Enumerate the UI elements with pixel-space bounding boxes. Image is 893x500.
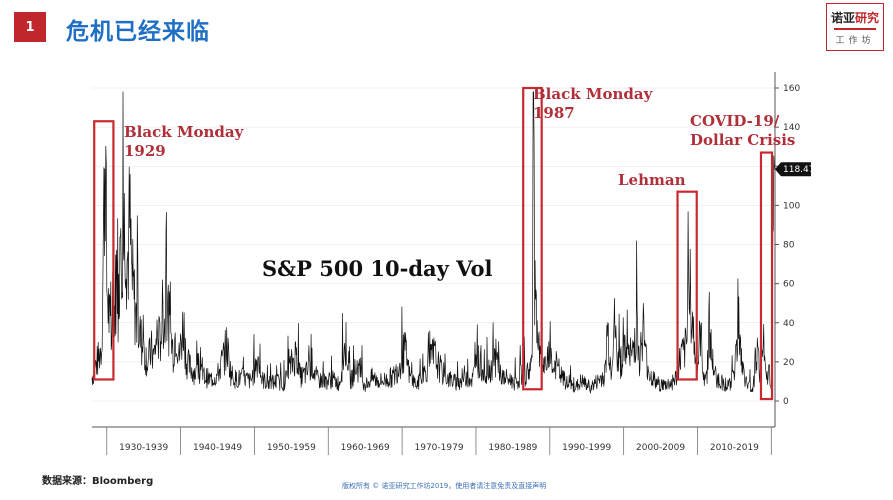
copyright-notice: 版权所有 © 诺亚研究工作坊2019，使用者请注意免责及直接声明	[342, 482, 547, 490]
y-tick-label-20: 20	[783, 358, 795, 368]
y-tick-label-60: 60	[783, 280, 795, 290]
section-number-badge: 1	[14, 12, 46, 42]
annotation-box-0	[93, 120, 115, 381]
annotation-label-0-1: 1929	[124, 142, 166, 160]
y-tick-label-0: 0	[783, 397, 789, 407]
series-group	[91, 91, 775, 394]
x-tick-label-1950-1959: 1950-1959	[267, 443, 316, 453]
last-value-marker: 118.47	[775, 162, 815, 177]
x-axis-ticks: 1930-1939 1940-1949 1950-1959 1960-1969 1970…	[106, 427, 772, 455]
data-source: 数据来源：Bloomberg	[42, 476, 154, 487]
x-tick-label-2010-2019: 2010-2019	[710, 443, 759, 453]
y-tick-label-140: 140	[783, 123, 800, 133]
logo-name-black: 诺亚	[830, 11, 855, 25]
x-tick-label-1940-1949: 1940-1949	[193, 443, 242, 453]
x-tick-label-2000-2009: 2000-2009	[636, 443, 685, 453]
logo-name-red: 研究	[855, 11, 880, 25]
annotation-boxes	[93, 86, 774, 401]
x-tick-label-1980-1989: 1980-1989	[488, 443, 537, 453]
page-title: 危机已经来临	[66, 19, 210, 45]
grid-lines	[92, 87, 775, 402]
annotation-box-1	[522, 86, 543, 391]
y-tick-label-100: 100	[783, 201, 800, 211]
logo-divider	[834, 28, 876, 30]
x-tick-label-1990-1999: 1990-1999	[562, 443, 611, 453]
annotation-label-3-1: Dollar Crisis	[690, 131, 795, 149]
chart-title: S&P 500 10-day Vol	[262, 256, 492, 281]
y-tick-label-160: 160	[783, 84, 800, 94]
annotation-label-1-0: Black Monday	[533, 85, 654, 103]
annotation-label-1-1: 1987	[533, 104, 575, 122]
y-tick-label-80: 80	[783, 241, 795, 251]
series-line-sp500-vol	[91, 91, 775, 394]
last-value-label: 118.47	[783, 165, 815, 175]
x-tick-label-1930-1939: 1930-1939	[119, 443, 168, 453]
brand-logo: 诺亚研究 工作坊	[826, 3, 884, 51]
annotation-box-2	[676, 190, 698, 381]
annotation-box-3	[759, 151, 774, 401]
plot-area	[92, 72, 775, 427]
section-number: 1	[25, 19, 35, 35]
annotation-label-0-0: Black Monday	[124, 123, 245, 141]
annotation-label-2-0: Lehman	[618, 171, 686, 189]
logo-subtitle: 工作坊	[835, 36, 875, 46]
y-tick-label-40: 40	[783, 319, 795, 329]
last-value-tag	[775, 162, 811, 177]
x-tick-label-1960-1969: 1960-1969	[341, 443, 390, 453]
x-tick-label-1970-1979: 1970-1979	[415, 443, 464, 453]
annotation-label-3-0: COVID-19/	[690, 112, 780, 130]
